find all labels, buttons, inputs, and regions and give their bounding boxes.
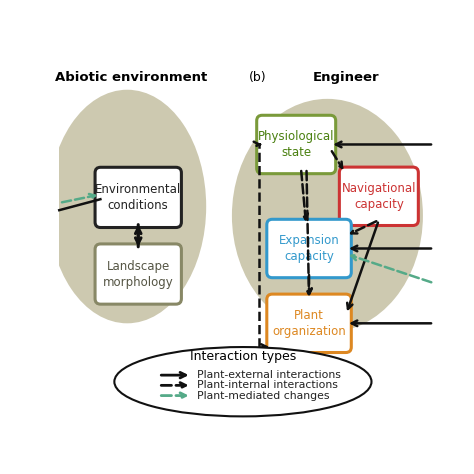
Text: (b): (b) (249, 72, 266, 84)
Text: Abiotic environment: Abiotic environment (55, 72, 207, 84)
FancyBboxPatch shape (267, 219, 351, 278)
Text: Environmental
conditions: Environmental conditions (95, 183, 182, 212)
Ellipse shape (48, 90, 206, 323)
FancyBboxPatch shape (267, 294, 351, 353)
FancyBboxPatch shape (95, 244, 182, 304)
Text: Landscape
morphology: Landscape morphology (103, 260, 173, 289)
Text: Plant-external interactions: Plant-external interactions (197, 370, 341, 380)
Text: Expansion
capacity: Expansion capacity (279, 234, 339, 263)
FancyBboxPatch shape (257, 115, 336, 173)
Ellipse shape (114, 347, 372, 416)
Text: Plant-internal interactions: Plant-internal interactions (197, 380, 338, 391)
Text: Engineer: Engineer (312, 72, 379, 84)
Text: Interaction types: Interaction types (190, 350, 296, 364)
FancyBboxPatch shape (95, 167, 182, 228)
Text: Plant-mediated changes: Plant-mediated changes (197, 391, 329, 401)
Text: Plant
organization: Plant organization (272, 309, 346, 338)
Text: Navigational
capacity: Navigational capacity (342, 182, 416, 211)
FancyBboxPatch shape (339, 167, 419, 226)
Ellipse shape (232, 99, 423, 332)
Text: Physiological
state: Physiological state (258, 130, 335, 159)
